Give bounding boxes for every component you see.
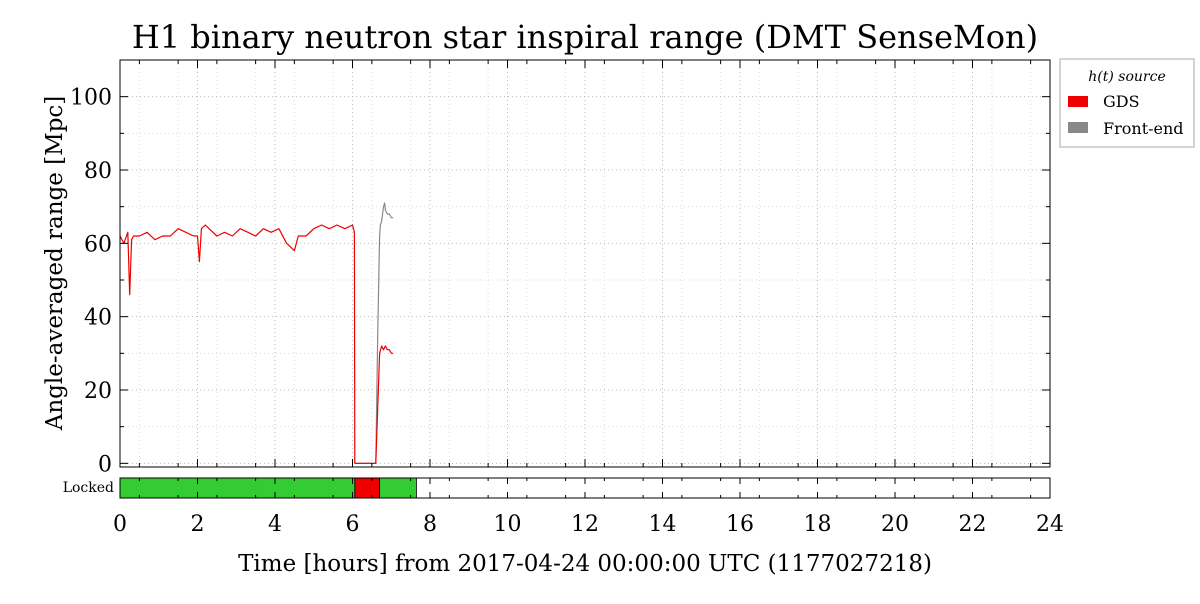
y-tick-label: 0 (98, 452, 112, 477)
x-tick-label: 12 (571, 512, 599, 537)
legend-title: h(t) source (1088, 69, 1165, 85)
y-tick-label: 100 (70, 86, 112, 111)
x-tick-label: 2 (191, 512, 205, 537)
series-line-gds (119, 224, 394, 464)
segment-block (354, 477, 381, 499)
segment-block (119, 477, 356, 499)
legend-swatch-front-end (1068, 122, 1088, 133)
series-layer (119, 202, 394, 464)
segment-label: Locked (63, 480, 114, 496)
series-line-front-end (354, 202, 394, 464)
legend: h(t) source GDS Front-end (1059, 58, 1195, 148)
legend-swatch-gds (1068, 96, 1088, 107)
x-tick-label: 6 (346, 512, 360, 537)
y-tick-label: 20 (84, 379, 112, 404)
x-tick-label: 24 (1036, 512, 1064, 537)
x-tick-label: 16 (726, 512, 754, 537)
grid-layer (120, 60, 1050, 467)
x-tick-label: 22 (959, 512, 987, 537)
x-tick-label: 0 (113, 512, 127, 537)
y-tick-label: 40 (84, 306, 112, 331)
x-tick-label: 20 (881, 512, 909, 537)
plot-frame (119, 59, 1051, 468)
x-tick-label: 4 (268, 512, 282, 537)
x-tick-label: 18 (804, 512, 832, 537)
y-axis: 0 20 40 60 80 100 (70, 86, 1050, 477)
legend-label-front-end: Front-end (1103, 119, 1184, 138)
y-tick-label: 60 (84, 232, 112, 257)
chart-title: H1 binary neutron star inspiral range (D… (132, 18, 1038, 56)
x-tick-label: 10 (494, 512, 522, 537)
x-tick-label: 8 (423, 512, 437, 537)
legend-label-gds: GDS (1103, 92, 1140, 111)
x-tick-label: 14 (649, 512, 677, 537)
x-axis: 0 2 4 6 8 10 12 14 16 18 20 22 24 (113, 60, 1064, 537)
x-axis-label: Time [hours] from 2017-04-24 00:00:00 UT… (238, 551, 932, 577)
y-axis-label: Angle-averaged range [Mpc] (42, 96, 68, 432)
y-tick-label: 80 (84, 159, 112, 184)
